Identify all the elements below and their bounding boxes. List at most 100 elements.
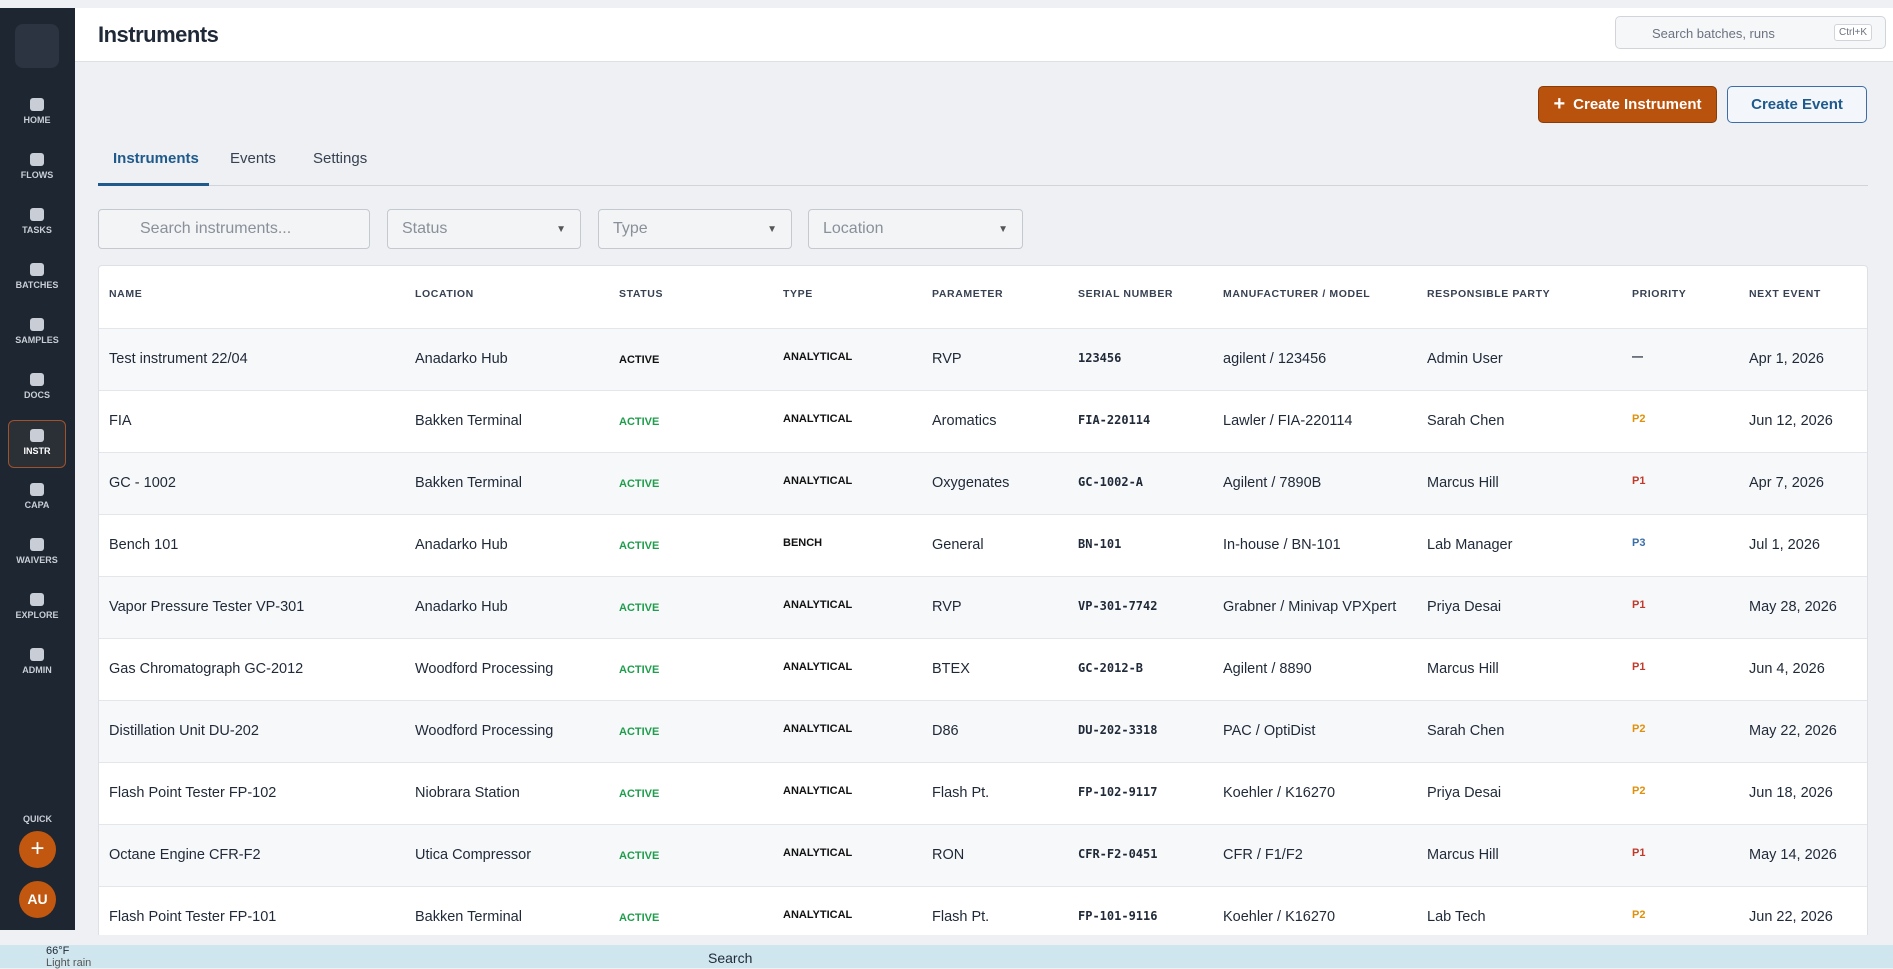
avatar[interactable]: AU	[19, 881, 56, 918]
dropdown-caret: ▼	[767, 223, 777, 235]
cell: Sarah Chen	[1427, 723, 1505, 739]
cell: Agilent / 8890	[1223, 661, 1312, 677]
logo[interactable]	[15, 24, 59, 68]
table-row[interactable]: Test instrument 22/04 Anadarko Hub ACTIVE A…	[99, 328, 1867, 390]
cell: ACTIVE	[619, 664, 660, 676]
column-header[interactable]: LOCATION	[415, 288, 474, 300]
filter-dropdown[interactable]: Type ▼	[598, 209, 792, 249]
nav-item[interactable]: BATCHES	[8, 255, 66, 303]
cell: CFR / F1/F2	[1223, 847, 1303, 863]
cell: ANALYTICAL	[783, 413, 853, 425]
cell: Bakken Terminal	[415, 475, 522, 491]
cell: Gas Chromatograph GC-2012	[109, 661, 304, 677]
nav-icon	[30, 208, 44, 221]
filter-dropdown[interactable]: Location ▼	[808, 209, 1023, 249]
page-title: Instruments	[98, 22, 219, 47]
table-row[interactable]: GC - 1002 Bakken Terminal ACTIVE ANALYTICAL…	[99, 452, 1867, 514]
cell: FP-102-9117	[1078, 785, 1158, 799]
cell: FIA-220114	[1078, 413, 1151, 427]
nav-item[interactable]: FLOWS	[8, 145, 66, 193]
cell: Agilent / 7890B	[1223, 475, 1322, 491]
temperature: 66°F	[46, 945, 70, 957]
cell: Flash Point Tester FP-102	[109, 785, 277, 801]
instrument-search[interactable]: Search instruments...	[98, 209, 370, 249]
nav-icon	[30, 98, 44, 111]
nav-label: INSTR	[23, 446, 51, 456]
cell: P2	[1632, 909, 1646, 921]
table-row[interactable]: Bench 101 Anadarko Hub ACTIVE BENCH General B…	[99, 514, 1867, 576]
nav-item[interactable]: HOME	[8, 90, 66, 138]
column-header[interactable]: RESPONSIBLE PARTY	[1427, 288, 1551, 300]
cell: May 22, 2026	[1749, 723, 1837, 739]
column-header[interactable]: PARAMETER	[932, 288, 1004, 300]
table-row[interactable]: FIA Bakken Terminal ACTIVE ANALYTICAL Aromat…	[99, 390, 1867, 452]
cell: D86	[932, 723, 959, 739]
table-row[interactable]: Distillation Unit DU-202 Woodford Process…	[99, 700, 1867, 762]
table-row[interactable]: Flash Point Tester FP-101 Bakken Terminal…	[99, 886, 1867, 935]
column-header[interactable]: SERIAL NUMBER	[1078, 288, 1174, 300]
dropdown-label: Status	[402, 220, 448, 237]
cell: Admin User	[1427, 351, 1503, 367]
cell: RON	[932, 847, 965, 863]
cell: Jun 22, 2026	[1749, 909, 1833, 925]
nav-item[interactable]: SAMPLES	[8, 310, 66, 358]
nav-label: EXPLORE	[15, 610, 59, 620]
cell: Koehler / K16270	[1223, 909, 1336, 925]
global-search[interactable]: Search batches, runs Ctrl+K	[1615, 16, 1886, 49]
nav-item[interactable]: CAPA	[8, 475, 66, 523]
weather: Light rain	[46, 957, 92, 969]
nav-item[interactable]: TASKS	[8, 200, 66, 248]
tab[interactable]: Events	[230, 150, 276, 167]
table-row[interactable]: Vapor Pressure Tester VP-301 Anadarko Hub…	[99, 576, 1867, 638]
cell: Marcus Hill	[1427, 475, 1499, 491]
cell: ACTIVE	[619, 850, 660, 862]
cell: Test instrument 22/04	[109, 351, 248, 367]
table-row[interactable]: Gas Chromatograph GC-2012 Woodford Proces…	[99, 638, 1867, 700]
taskbar-search[interactable]: Search	[708, 950, 753, 966]
column-header[interactable]: NAME	[109, 288, 143, 300]
cell: ACTIVE	[619, 478, 660, 490]
quick-add[interactable]: +	[19, 831, 56, 868]
cell: BENCH	[783, 537, 823, 549]
tab[interactable]: Settings	[313, 150, 368, 167]
cell: BTEX	[932, 661, 970, 677]
cell: Woodford Processing	[415, 661, 554, 677]
cell: Lab Tech	[1427, 909, 1486, 925]
cell: Apr 7, 2026	[1749, 475, 1824, 491]
tab[interactable]: Instruments	[113, 150, 199, 167]
search-placeholder: Search batches, runs	[1652, 26, 1775, 41]
table-row[interactable]: Flash Point Tester FP-102 Niobrara Statio…	[99, 762, 1867, 824]
cell: P1	[1632, 475, 1646, 487]
cell: GC - 1002	[109, 475, 176, 491]
nav-item[interactable]: WAIVERS	[8, 530, 66, 578]
cell: ANALYTICAL	[783, 351, 853, 363]
button-label: Create Instrument	[1573, 96, 1702, 113]
nav-icon	[30, 483, 44, 496]
filter-dropdown[interactable]: Status ▼	[387, 209, 581, 249]
column-header[interactable]: NEXT EVENT	[1749, 288, 1821, 300]
nav-item[interactable]: ADMIN	[8, 640, 66, 688]
cell: GC-1002-A	[1078, 475, 1144, 489]
table-row[interactable]: Octane Engine CFR-F2 Utica Compressor ACTI…	[99, 824, 1867, 886]
nav-item[interactable]: EXPLORE	[8, 585, 66, 633]
column-header[interactable]: MANUFACTURER / MODEL	[1223, 288, 1371, 300]
column-header[interactable]: PRIORITY	[1632, 288, 1687, 300]
create-instrument-button[interactable]: + Create Instrument	[1538, 86, 1717, 123]
cell: P2	[1632, 785, 1646, 797]
cell: 123456	[1078, 351, 1122, 365]
column-header[interactable]: STATUS	[619, 288, 664, 300]
main: Instruments Search batches, runs Ctrl+K …	[75, 8, 1893, 935]
cell: Anadarko Hub	[415, 351, 508, 367]
cell: RVP	[932, 599, 962, 615]
column-header[interactable]: TYPE	[783, 288, 813, 300]
nav-item[interactable]: DOCS	[8, 365, 66, 413]
cell: P2	[1632, 723, 1646, 735]
nav-item[interactable]: INSTR	[8, 420, 66, 468]
cell: ACTIVE	[619, 354, 660, 366]
cell: P1	[1632, 847, 1646, 859]
create-event-button[interactable]: Create Event	[1727, 86, 1867, 123]
cell: Priya Desai	[1427, 599, 1502, 615]
nav-label: ADMIN	[22, 665, 52, 675]
cell: May 28, 2026	[1749, 599, 1837, 615]
cell: P2	[1632, 413, 1646, 425]
